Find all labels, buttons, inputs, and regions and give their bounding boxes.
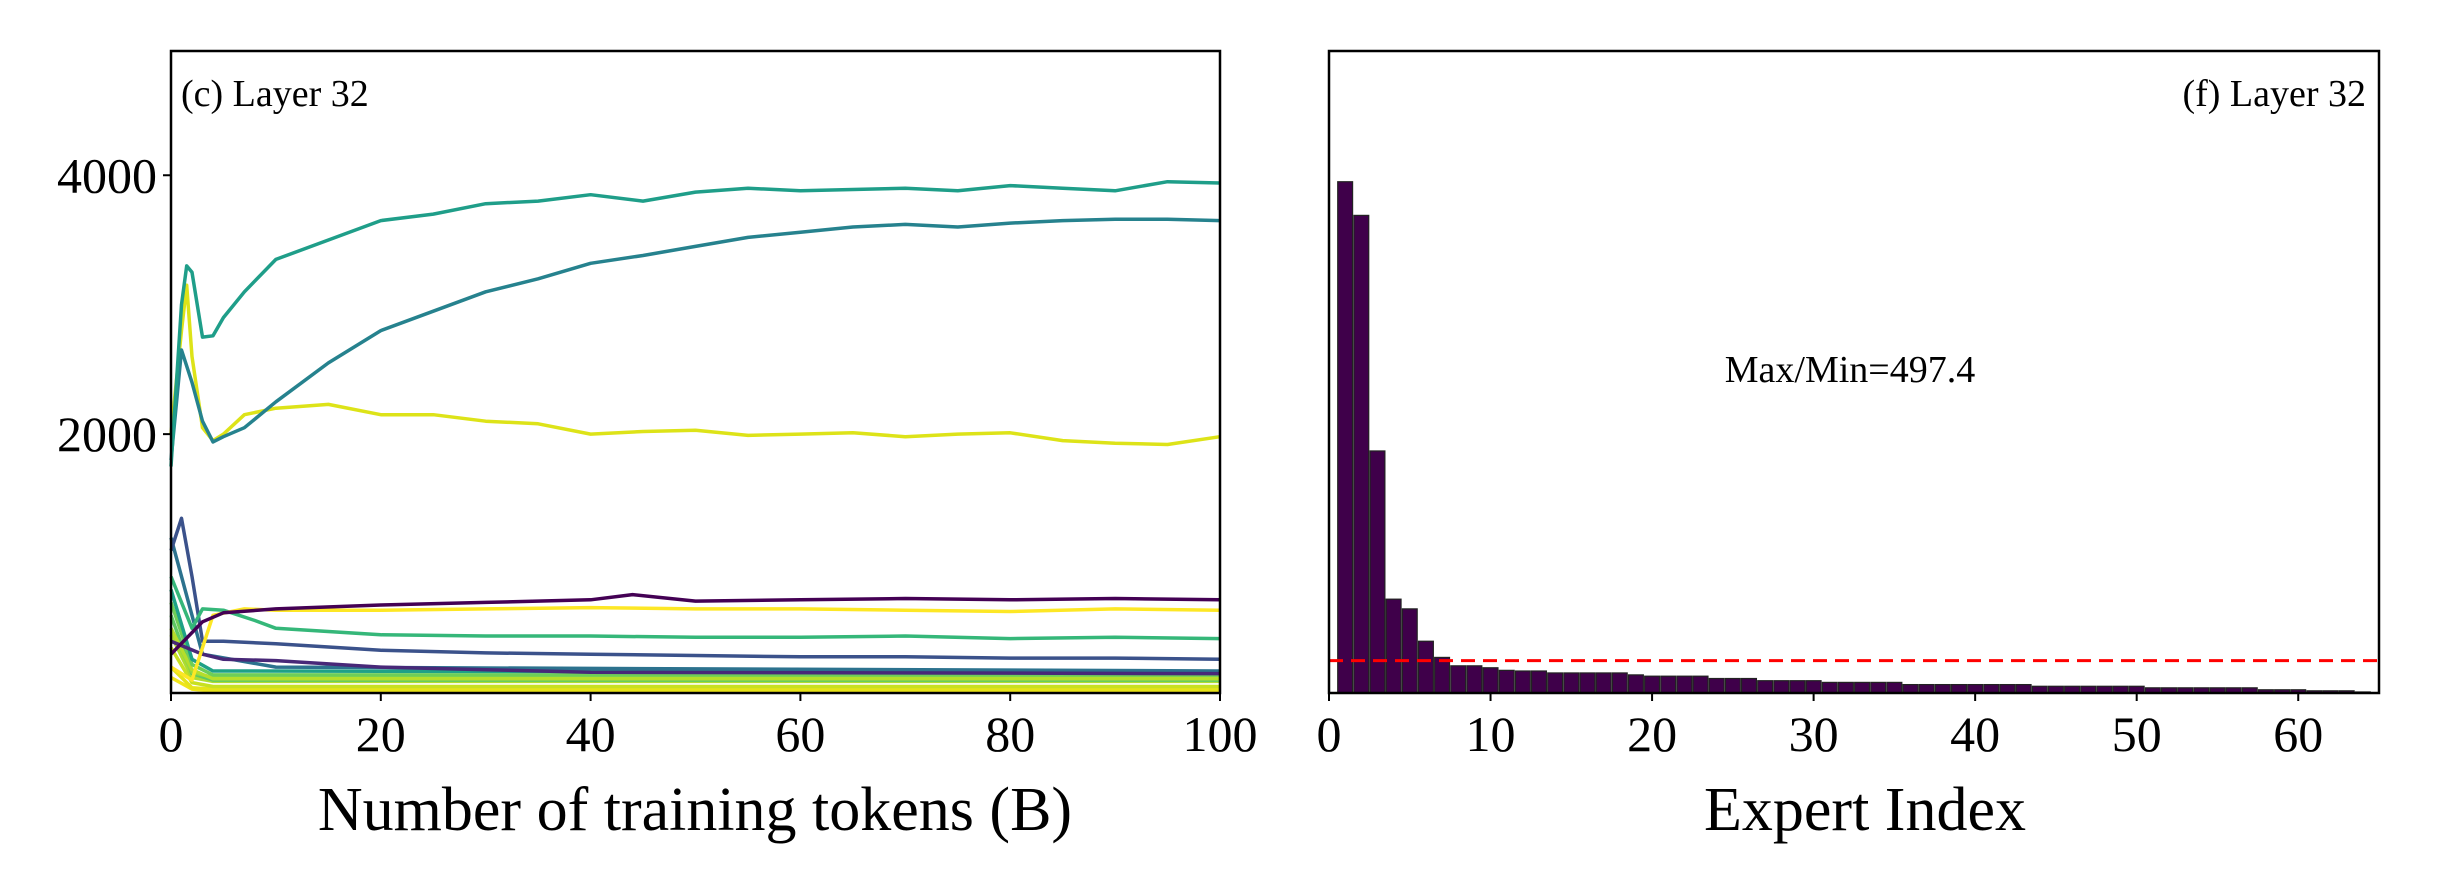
x-tick-label: 60 [775,706,825,762]
bar-expert-7 [1434,656,1451,694]
bar-expert-35 [1886,681,1903,694]
bar-expert-33 [1854,681,1871,694]
bar-expert-38 [1934,683,1951,694]
max-min-annotation: Max/Min=497.4 [1725,349,1976,391]
bar-expert-9 [1466,665,1483,694]
bar-expert-17 [1595,672,1612,694]
bar-expert-6 [1417,640,1434,694]
bar-expert-3 [1369,450,1386,694]
bar-expert-30 [1805,680,1822,694]
bar-expert-32 [1837,681,1854,694]
bar-expert-41 [1983,683,2000,694]
right-panel-label: (f) Layer 32 [2182,73,2366,115]
bar-expert-29 [1789,680,1806,694]
line-series-7 [169,601,1220,677]
bar-expert-24 [1708,677,1725,694]
x-tick-label: 20 [356,706,406,762]
x-tick-label: 100 [1183,706,1258,762]
right-ticks: 0 10 20 30 40 50 60 [1317,693,2323,762]
right-axes-frame [1327,49,2381,695]
bar-expert-12 [1514,670,1531,694]
line-series-group [169,179,1221,693]
bar-expert-40 [1967,683,1984,694]
bar-expert-21 [1660,675,1677,694]
bar-expert-20 [1644,675,1661,694]
line-series-9 [169,537,1221,673]
bar-expert-42 [1999,683,2016,694]
bar-expert-18 [1611,672,1628,694]
bar-expert-2 [1353,214,1370,694]
left-x-axis-label: Number of training tokens (B) [318,776,1072,844]
bar-expert-11 [1498,669,1515,694]
bar-expert-4 [1385,598,1402,694]
bar-expert-22 [1676,675,1693,694]
bar-expert-19 [1627,674,1644,694]
x-tick-label: 0 [159,706,184,762]
x-tick-label: 30 [1789,706,1839,762]
x-tick-label: 80 [985,706,1035,762]
bar-expert-31 [1821,681,1838,694]
bar-expert-15 [1563,672,1580,694]
bar-chart-panel: 0 10 20 30 40 50 60 (f) Layer 32 Max/Min=497.4… [1317,49,2381,844]
line-series-15 [169,283,1221,447]
bar-expert-5 [1401,608,1418,694]
bar-expert-23 [1692,675,1709,694]
bar-expert-37 [1918,683,1935,694]
bar-expert-43 [2015,683,2032,694]
bar-expert-25 [1724,677,1741,694]
right-x-axis-label: Expert Index [1704,776,2026,844]
bar-expert-16 [1579,672,1596,694]
line-series-1 [169,665,1220,691]
y-tick-label: 2000 [57,406,157,462]
left-ticks: 0 20 40 60 80 100 2000 4000 [57,147,1258,762]
line-series-12 [169,575,1221,641]
x-tick-label: 0 [1317,706,1342,762]
bar-group [1337,181,2371,694]
x-tick-label: 60 [2273,706,2323,762]
x-tick-label: 40 [1950,706,2000,762]
x-tick-label: 50 [2112,706,2162,762]
line-series-17 [169,179,1221,467]
bar-expert-28 [1773,680,1790,694]
bar-expert-8 [1450,665,1467,694]
bar-expert-27 [1757,680,1774,694]
bar-expert-14 [1547,672,1564,694]
bar-expert-26 [1740,677,1758,694]
line-series-10 [170,639,1221,676]
bar-expert-34 [1870,681,1887,694]
y-tick-label: 4000 [57,147,157,203]
line-series-16 [169,217,1221,461]
line-series-11 [169,516,1221,662]
x-tick-label: 40 [566,706,616,762]
line-series-2 [169,646,1220,689]
left-panel-label: (c) Layer 32 [181,73,369,115]
line-series-6 [169,627,1220,681]
bar-expert-36 [1902,683,1919,694]
bar-expert-1 [1337,181,1354,694]
x-tick-label: 20 [1627,706,1677,762]
line-chart-panel: 0 20 40 60 80 100 2000 4000 (c) Layer 32 Number… [57,49,1258,844]
x-tick-label: 10 [1466,706,1516,762]
bar-expert-10 [1482,667,1499,694]
bar-expert-13 [1530,670,1548,694]
left-axes-frame [169,49,1222,695]
line-series-14 [169,592,1221,656]
bar-expert-39 [1950,683,1968,694]
